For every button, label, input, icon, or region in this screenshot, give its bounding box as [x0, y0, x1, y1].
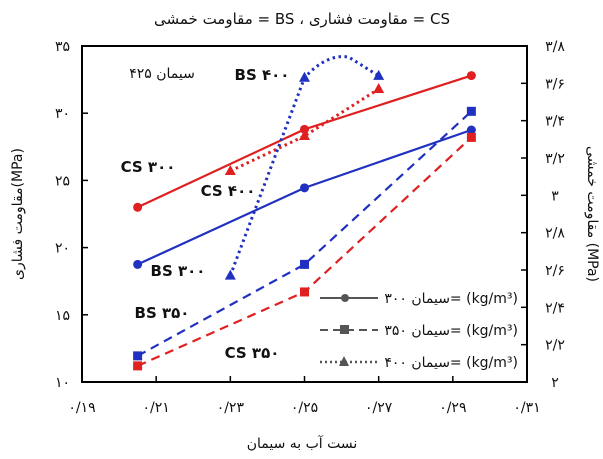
data-point — [466, 71, 476, 81]
left-tick-label: ۳۰ — [55, 106, 70, 122]
series-2 — [133, 132, 476, 371]
right-axis-label: مقاومت خمشی (MPa) — [584, 146, 600, 282]
right-tick-label: ۳/۶ — [545, 76, 565, 92]
x-tick-label: ۰/۲۳ — [217, 400, 245, 416]
series-3 — [133, 106, 476, 361]
data-point — [224, 164, 236, 175]
series-0 — [133, 71, 476, 212]
series-5 — [224, 55, 385, 280]
right-tick-label: ۲/۸ — [545, 226, 565, 242]
right-tick-label: ۳/۴ — [545, 114, 565, 130]
series-line — [137, 110, 473, 357]
series-layer — [133, 55, 476, 371]
data-point — [224, 269, 236, 280]
legend-marker-square — [340, 325, 349, 334]
annotation-cs-350: CS ۳۵۰ — [225, 344, 280, 362]
data-point — [299, 130, 310, 141]
left-tick-label: ۱۵ — [55, 308, 70, 324]
series-1 — [133, 125, 476, 269]
right-tick-label: ۲ — [551, 375, 559, 391]
data-point — [300, 259, 309, 269]
data-point — [466, 106, 476, 116]
x-tick-label: ۰/۳۱ — [513, 400, 540, 416]
x-tick-label: ۰/۱۹ — [68, 400, 95, 416]
legend-label-0: سیمان ۳۰۰= (kg/m³) — [384, 291, 518, 307]
series-line — [228, 55, 380, 277]
right-tick-label: ۳ — [551, 188, 559, 204]
left-axis-ticks: ۱۰ ۱۵ ۲۰ ۲۵ ۳۰ ۳۵ — [55, 39, 88, 391]
right-tick-label: ۲/۲ — [545, 338, 565, 354]
x-axis-label: نست آب به سیمان — [247, 435, 358, 452]
data-point — [466, 132, 476, 142]
x-tick-label: ۰/۲۹ — [439, 400, 466, 416]
data-point — [133, 202, 143, 212]
legend: سیمان ۳۰۰= (kg/m³) سیمان ۳۵۰= (kg/m³) سی… — [320, 291, 518, 371]
left-tick-label: ۱۰ — [55, 375, 70, 391]
data-point — [300, 287, 309, 297]
data-point — [300, 183, 309, 193]
left-tick-label: ۳۵ — [55, 39, 70, 55]
legend-label-2: سیمان ۴۰۰= (kg/m³) — [384, 355, 518, 371]
legend-marker-circle — [341, 294, 349, 302]
data-point — [133, 361, 143, 371]
data-point — [466, 125, 476, 135]
chart-title: مقاومت خمشی = BS ، مقاومت فشاری = CS — [154, 10, 450, 28]
right-tick-label: ۳/۸ — [545, 39, 565, 55]
left-axis-label: مقاومت فشاری(MPa) — [10, 148, 26, 280]
left-tick-label: ۲۰ — [55, 241, 70, 257]
annotation-bs-400: BS ۴۰۰ — [235, 66, 290, 84]
annotation-bs-300: BS ۳۰۰ — [151, 262, 206, 280]
x-tick-label: ۰/۲۱ — [143, 400, 170, 416]
data-point — [133, 259, 143, 269]
data-point — [133, 351, 143, 361]
x-tick-label: ۰/۲۷ — [365, 400, 393, 416]
annotation-bs-350: BS ۳۵۰ — [135, 304, 190, 322]
data-point — [373, 69, 385, 80]
panel-label: سیمان ۴۲۵ — [129, 66, 195, 82]
legend-label-1: سیمان ۳۵۰= (kg/m³) — [384, 323, 518, 339]
series-line — [137, 128, 472, 266]
left-tick-label: ۲۵ — [55, 173, 70, 189]
right-tick-label: ۲/۶ — [545, 263, 565, 279]
annotation-cs-300: CS ۳۰۰ — [121, 158, 176, 176]
series-4 — [224, 83, 385, 175]
x-tick-label: ۰/۲۵ — [291, 400, 318, 416]
data-point — [373, 83, 385, 94]
data-point — [299, 71, 310, 82]
data-point — [300, 124, 309, 134]
x-axis-ticks: ۰/۱۹ ۰/۲۱ ۰/۲۳ ۰/۲۵ ۰/۲۷ ۰/۲۹ ۰/۳۱ — [68, 376, 541, 416]
right-axis-ticks: ۲ ۲/۲ ۲/۴ ۲/۶ ۲/۸ ۳ ۳/۲ ۳/۴ ۳/۶ ۳/۸ — [521, 39, 565, 391]
right-tick-label: ۳/۲ — [545, 151, 565, 167]
right-tick-label: ۲/۴ — [545, 300, 565, 316]
legend-marker-triangle — [339, 356, 349, 366]
annotation-cs-400: CS ۴۰۰ — [201, 182, 256, 200]
